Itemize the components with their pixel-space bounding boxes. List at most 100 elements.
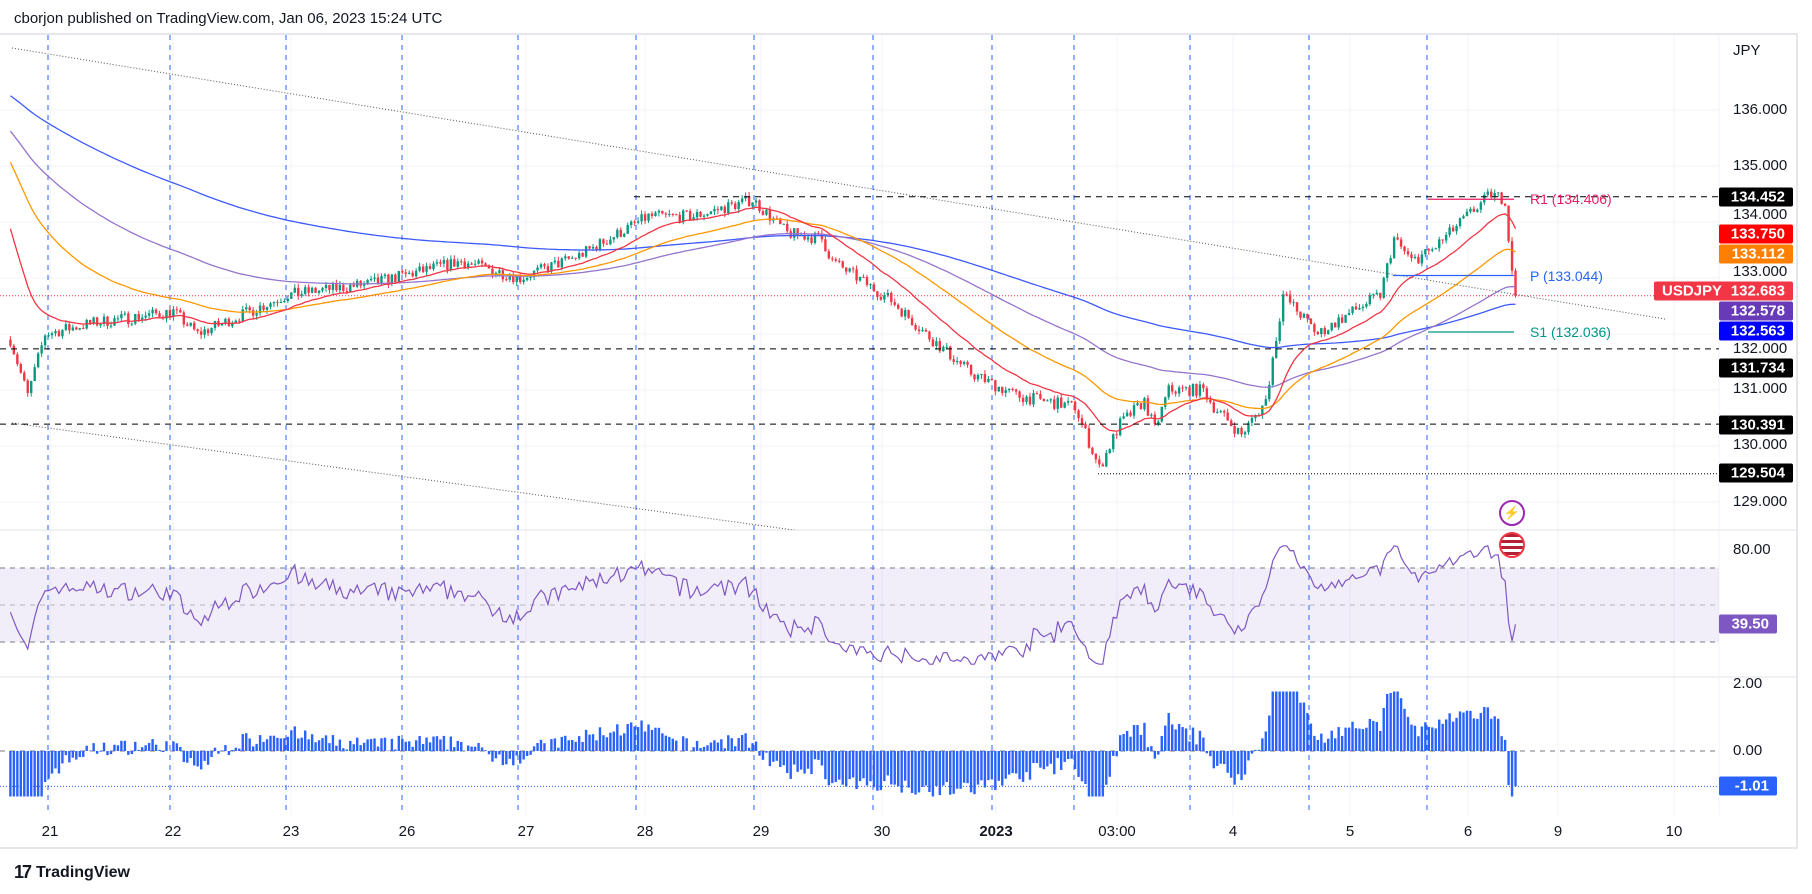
candle-body [928,331,931,340]
price-badge: 131.734 [1719,358,1793,378]
candle-body [647,213,650,221]
histogram-bar [706,745,709,751]
time-axis-label: 10 [1665,823,1683,840]
histogram-bar [1202,737,1205,751]
time-axis-label: 23 [282,823,300,840]
candle-body [1361,306,1365,309]
histogram-bar [567,740,570,751]
histogram-bar [151,739,154,751]
candle-body [858,277,862,281]
candle-body [47,335,50,337]
candle-body [792,228,796,238]
histogram-bar [1486,707,1489,751]
candle-body [1503,203,1507,206]
histogram-bar [1049,751,1053,764]
symbol-badge-symbol: USDJPY [1662,282,1723,300]
candle-body [1340,317,1344,323]
histogram-bar [172,741,175,751]
histogram-bar [1281,691,1285,751]
histogram-bar [179,746,182,751]
candle-body [924,329,928,332]
candle-body [293,287,296,293]
histogram-bar [1101,751,1105,797]
candle-body [123,313,127,315]
us-flag-icon[interactable] [1499,532,1525,558]
candle-body [758,200,761,212]
candle-body [470,263,473,265]
candle-body [976,374,980,380]
osc-value-badge: -1.01 [1719,776,1777,796]
candle-body [1476,209,1479,212]
candle-body [258,305,262,314]
candle-body [1094,453,1098,460]
candle-body [130,323,133,325]
histogram-bar [983,751,987,788]
histogram-bar [290,730,293,751]
histogram-bar [175,743,179,751]
histogram-bar [577,736,581,751]
histogram-bar [1399,698,1403,751]
histogram-bar [550,739,553,751]
lightning-icon[interactable]: ⚡ [1499,500,1525,526]
candle-body [897,304,900,309]
histogram-bar [765,751,768,753]
price-tick-label: 135.000 [1733,157,1788,174]
histogram-bar [636,727,640,751]
ema-20-line [9,206,1517,432]
candle-body [806,237,810,240]
ema-50-line [9,162,1516,410]
histogram-bar [713,740,716,751]
histogram-bar [1479,712,1483,751]
histogram-bar [1046,751,1049,767]
histogram-bar [508,751,511,759]
candle-body [1434,248,1437,250]
tradingview-logo[interactable]: 17 TradingView [14,862,130,883]
candle-body [740,198,744,203]
candle-body [730,202,733,204]
candle-body [661,210,664,214]
histogram-bar [92,743,95,751]
histogram-bar [1510,751,1514,797]
histogram-bar [775,751,779,761]
candle-body [810,237,813,244]
candle-body [1098,459,1101,465]
candle-body [262,305,265,310]
candle-body [1063,402,1066,408]
histogram-bar [1087,751,1091,797]
candle-body [1146,398,1150,416]
candles-group [9,47,1666,530]
histogram-bar [827,751,831,786]
histogram-bar [588,734,591,751]
candle-body [841,261,844,268]
candle-body [768,209,772,221]
histogram-bar [1309,723,1313,751]
histogram-bar [1469,710,1472,751]
chart-frame [0,33,1798,849]
candle-body [283,300,286,303]
histogram-bar [9,751,12,797]
histogram-bar [210,751,213,757]
price-tick-label: 133.000 [1733,263,1788,280]
candle-body [1386,263,1389,278]
candle-body [685,210,688,212]
histogram-bar [404,741,407,751]
histogram-bar [1444,719,1448,751]
histogram-bar [1167,713,1170,751]
candle-body [1025,396,1028,403]
candle-body [1306,313,1309,319]
histogram-bar [1441,723,1444,751]
candle-body [1490,191,1493,198]
histogram-bar [251,746,255,751]
candle-body [30,381,33,394]
histogram-bar [1084,751,1087,785]
histogram-bar [199,751,203,770]
candle-body [78,328,81,330]
candle-body [692,217,695,221]
histogram-bar [949,751,952,795]
histogram-bar [12,751,16,797]
histogram-bar [900,751,903,793]
candle-body [1382,277,1385,298]
candle-body [1195,384,1198,396]
candle-body [491,268,494,275]
